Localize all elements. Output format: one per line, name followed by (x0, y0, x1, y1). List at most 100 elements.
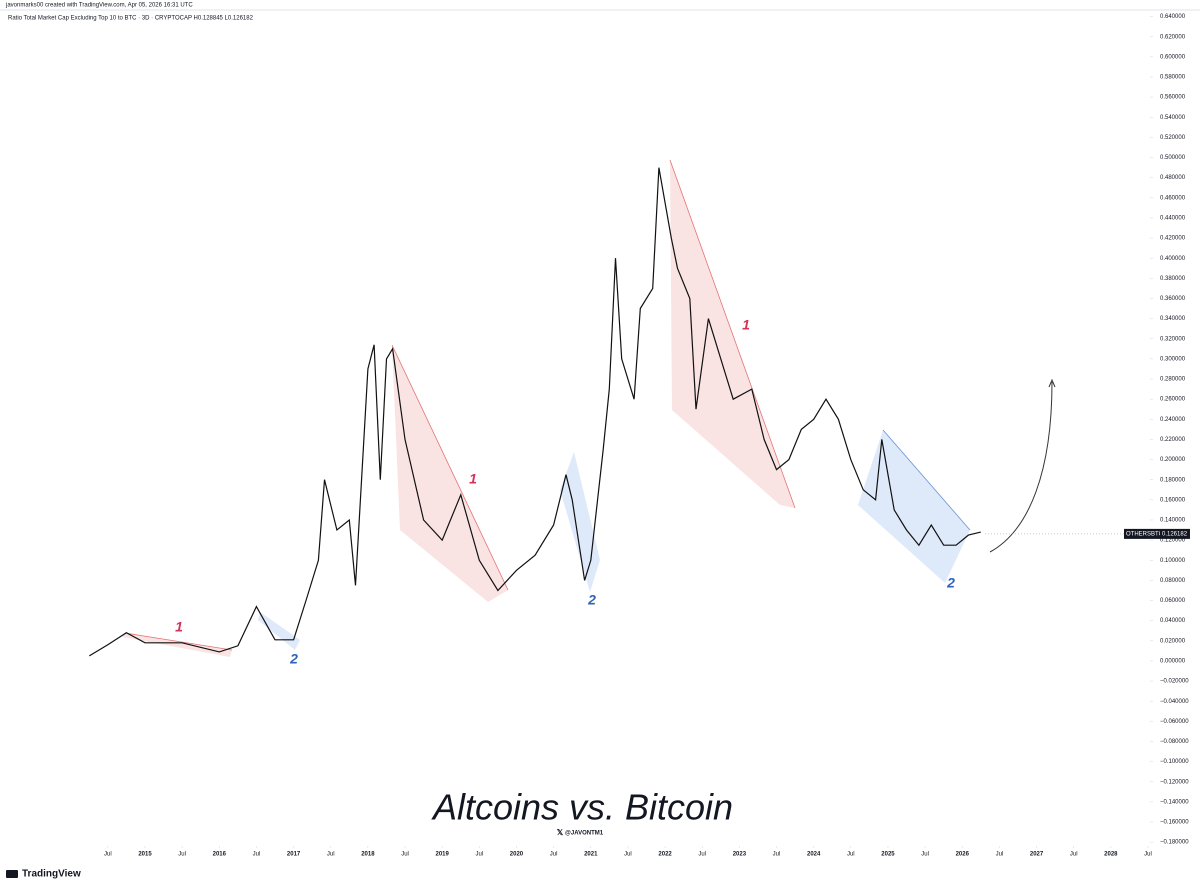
annotation: 2 (587, 592, 596, 608)
x-tick-label: Jul (475, 852, 483, 858)
annotation-shapes (122, 159, 1056, 657)
x-tick-label: 2016 (213, 852, 227, 858)
y-tick-label: −0.100000 (1160, 759, 1189, 765)
x-tick-label: 2023 (733, 852, 747, 858)
y-tick-label: 0.620000 (1160, 34, 1186, 40)
y-tick-label: 0.220000 (1160, 437, 1186, 443)
y-tick-label: 0.260000 (1160, 397, 1186, 403)
annotation: 2 (946, 575, 955, 591)
x-tick-label: 2022 (658, 852, 672, 858)
y-tick-label: −0.060000 (1160, 719, 1189, 725)
annotation: 1 (175, 619, 183, 635)
x-tick-label: Jul (253, 852, 261, 858)
x-tick-label: 2018 (361, 852, 375, 858)
y-tick-label: 0.020000 (1160, 638, 1186, 644)
y-tick-label: −0.080000 (1160, 739, 1189, 745)
y-tick-label: 0.280000 (1160, 377, 1186, 383)
x-tick-label: Jul (401, 852, 409, 858)
y-tick-label: 0.100000 (1160, 558, 1186, 564)
blue-channel (858, 430, 970, 583)
x-tick-label: Jul (104, 852, 112, 858)
y-tick-label: 0.580000 (1160, 75, 1186, 81)
x-tick-label: Jul (847, 852, 855, 858)
blue-channel (560, 452, 600, 592)
x-tick-label: Jul (698, 852, 706, 858)
y-tick-label: 0.180000 (1160, 477, 1186, 483)
y-tick-label: 0.440000 (1160, 216, 1186, 222)
channel-edge (391, 344, 509, 591)
x-tick-label: Jul (996, 852, 1004, 858)
y-tick-label: 0.160000 (1160, 497, 1186, 503)
y-tick-label: 0.600000 (1160, 54, 1186, 60)
y-tick-label: 0.540000 (1160, 115, 1186, 121)
price-line (88, 167, 981, 657)
y-tick-label: 0.640000 (1160, 14, 1186, 20)
x-tick-label: Jul (327, 852, 335, 858)
symbol-line: Ratio Total Market Cap Excluding Top 10 … (8, 16, 254, 22)
y-tick-label: 0.520000 (1160, 135, 1186, 141)
x-tick-label: 2027 (1030, 852, 1044, 858)
y-tick-label: −0.160000 (1160, 820, 1189, 826)
symbol-tag (1124, 528, 1160, 539)
projection-arrow (989, 381, 1053, 553)
y-tick-label: −0.040000 (1160, 699, 1189, 705)
channel-edge (124, 632, 233, 651)
x-tick-label: 2019 (436, 852, 450, 858)
blue-channel (258, 612, 300, 650)
y-tick-label: 0.040000 (1160, 618, 1186, 624)
price-tag (1160, 528, 1190, 539)
y-tick-label: 0.420000 (1160, 236, 1186, 242)
y-tick-label: 0.080000 (1160, 578, 1186, 584)
x-tick-label: Jul (550, 852, 558, 858)
price-tag-label: 0.126182 (1162, 531, 1188, 537)
y-tick-label: −0.140000 (1160, 799, 1189, 805)
x-tick-label: Jul (773, 852, 781, 858)
y-tick-label: −0.120000 (1160, 779, 1189, 785)
x-tick-label: 2020 (510, 852, 524, 858)
y-tick-label: −0.020000 (1160, 679, 1189, 685)
y-tick-label: 0.120000 (1160, 538, 1186, 544)
arrow-head (1048, 378, 1056, 388)
x-tick-label: 2026 (956, 852, 970, 858)
y-tick-label: 0.380000 (1160, 276, 1186, 282)
x-tick-label: Jul (1144, 852, 1152, 858)
red-channel (392, 345, 508, 602)
y-tick-label: 0.480000 (1160, 175, 1186, 181)
handle: @JAVONTM1 (565, 831, 604, 837)
channel-edge (669, 159, 796, 509)
channel-edge (882, 429, 971, 531)
y-tick-label: 0.460000 (1160, 195, 1186, 201)
x-tick-label: 2015 (138, 852, 152, 858)
x-tick-label: Jul (624, 852, 632, 858)
y-tick-label: −0.180000 (1160, 840, 1189, 846)
y-tick-label: 0.320000 (1160, 336, 1186, 342)
y-tick-label: 0.560000 (1160, 95, 1186, 101)
header: javonmarks00 created with TradingView.co… (5, 3, 193, 9)
y-tick-label: 0.360000 (1160, 296, 1186, 302)
annotation: 1 (742, 317, 750, 333)
chart-title: Altcoins vs. Bitcoin (431, 787, 733, 828)
x-logo: 𝕏 (557, 828, 564, 837)
y-tick-label: 0.240000 (1160, 417, 1186, 423)
symbol-tag-label: OTHERSBTC (1126, 531, 1164, 537)
y-tick-label: 0.140000 (1160, 518, 1186, 524)
red-channel (122, 633, 232, 657)
x-tick-label: 2021 (584, 852, 598, 858)
y-tick-label: 0.400000 (1160, 256, 1186, 262)
x-tick-label: Jul (178, 852, 186, 858)
brand-logo (6, 870, 18, 878)
x-tick-label: 2028 (1104, 852, 1118, 858)
x-tick-label: Jul (1070, 852, 1078, 858)
x-tick-label: 2024 (807, 852, 821, 858)
y-tick-label: 0.500000 (1160, 155, 1186, 161)
y-tick-label: 0.340000 (1160, 316, 1186, 322)
annotation: 1 (469, 471, 477, 487)
x-tick-label: Jul (921, 852, 929, 858)
x-tick-label: 2025 (881, 852, 895, 858)
annotation: 2 (289, 651, 298, 667)
brand: TradingView (22, 869, 81, 880)
x-tick-label: 2017 (287, 852, 301, 858)
y-tick-label: 0.300000 (1160, 356, 1186, 362)
